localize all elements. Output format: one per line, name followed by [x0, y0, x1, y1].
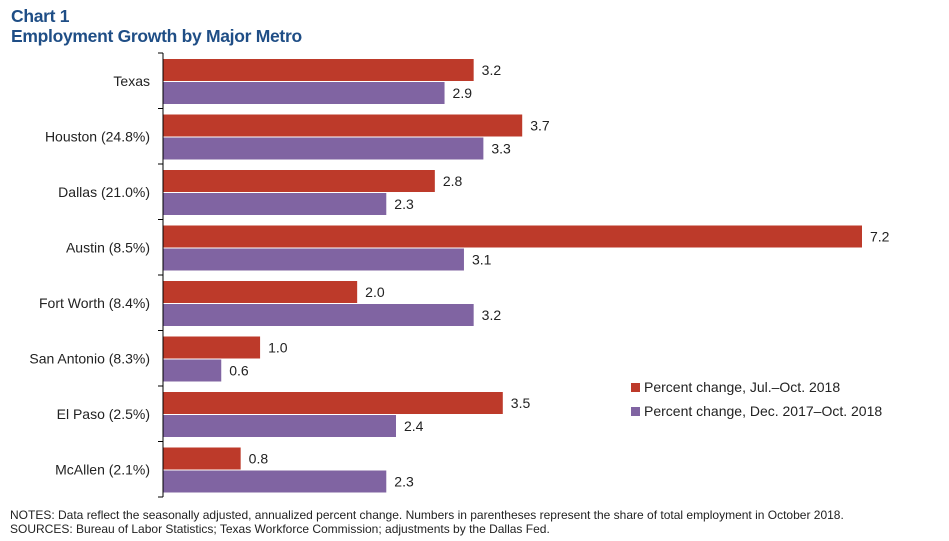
category-label: Houston (24.8%)	[45, 128, 150, 144]
bar	[163, 415, 396, 437]
chart-title: Chart 1	[11, 6, 70, 26]
data-label: 3.2	[482, 307, 502, 323]
data-label: 2.3	[394, 474, 414, 490]
bar	[163, 137, 484, 160]
legend-swatch	[631, 383, 640, 392]
category-label: Austin (8.5%)	[66, 239, 150, 255]
data-label: 1.0	[268, 340, 288, 356]
legend-swatch	[631, 407, 640, 416]
bar	[163, 359, 222, 382]
bar	[163, 447, 241, 470]
bar	[163, 304, 474, 326]
bar	[163, 114, 523, 137]
category-label: Fort Worth (8.4%)	[39, 295, 150, 311]
data-label: 2.0	[365, 284, 385, 300]
data-label: 2.3	[394, 196, 414, 212]
data-label: 7.2	[870, 229, 890, 245]
data-label: 2.9	[453, 85, 473, 101]
notes-text: NOTES: Data reflect the seasonally adjus…	[10, 508, 844, 522]
data-label: 3.7	[530, 118, 550, 134]
data-label: 2.8	[443, 173, 463, 189]
bar	[163, 225, 862, 248]
category-label: El Paso (2.5%)	[57, 406, 150, 422]
data-label: 3.5	[511, 395, 531, 411]
bar	[163, 336, 261, 359]
data-label: 3.3	[491, 141, 511, 157]
legend-label: Percent change, Dec. 2017–Oct. 2018	[644, 403, 882, 419]
bar	[163, 82, 445, 104]
chart-subtitle: Employment Growth by Major Metro	[11, 26, 302, 46]
data-label: 2.4	[404, 418, 424, 434]
data-label: 3.2	[482, 62, 502, 78]
category-label: Texas	[113, 73, 150, 89]
data-label: 0.8	[249, 451, 269, 467]
data-label: 0.6	[229, 363, 249, 379]
sources-text: SOURCES: Bureau of Labor Statistics; Tex…	[10, 522, 550, 536]
bar	[163, 281, 358, 303]
legend-label: Percent change, Jul.–Oct. 2018	[644, 379, 840, 395]
data-label: 3.1	[472, 252, 492, 268]
bar	[163, 470, 387, 493]
bar	[163, 248, 464, 271]
category-label: San Antonio (8.3%)	[29, 350, 150, 366]
category-label: Dallas (21.0%)	[58, 184, 150, 200]
category-label: McAllen (2.1%)	[55, 461, 150, 477]
bar	[163, 392, 503, 414]
bar	[163, 193, 387, 215]
bar	[163, 170, 435, 192]
bar	[163, 59, 474, 81]
